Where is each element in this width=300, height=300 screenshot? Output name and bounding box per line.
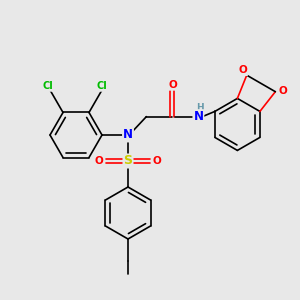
Text: H: H bbox=[196, 103, 204, 112]
Text: Cl: Cl bbox=[97, 81, 107, 91]
Text: N: N bbox=[123, 128, 133, 142]
Text: O: O bbox=[279, 86, 288, 96]
Text: Cl: Cl bbox=[43, 81, 53, 91]
Text: O: O bbox=[168, 80, 177, 90]
Text: O: O bbox=[238, 65, 247, 75]
Text: O: O bbox=[94, 156, 103, 166]
Text: O: O bbox=[153, 156, 161, 166]
Text: S: S bbox=[124, 154, 133, 167]
Text: N: N bbox=[194, 110, 203, 123]
